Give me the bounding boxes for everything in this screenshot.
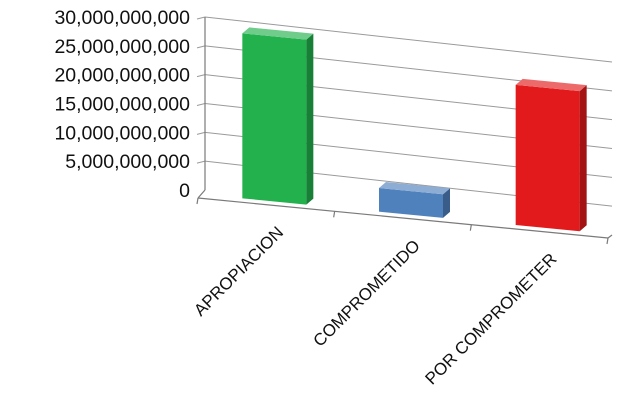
bar-side-face xyxy=(579,85,587,232)
bar-front-face xyxy=(379,188,443,218)
x-category-label: COMPROMETIDO xyxy=(310,236,424,350)
floor-right-edge xyxy=(607,234,613,239)
y-tick-label: 10,000,000,000 xyxy=(54,122,190,144)
gridline-stub xyxy=(196,74,206,78)
bar-top-face xyxy=(242,27,314,40)
x-tick-mark xyxy=(469,224,472,231)
bar-side-face xyxy=(443,188,450,218)
x-axis-line xyxy=(197,197,609,239)
bar-front-face xyxy=(242,33,307,205)
axes xyxy=(196,17,613,245)
bar-por-comprometer xyxy=(515,78,587,232)
bar-front-face xyxy=(515,84,580,232)
x-category-label: APROPIACION xyxy=(190,223,287,320)
x-tick-mark xyxy=(333,211,336,218)
y-tick-label: 30,000,000,000 xyxy=(54,7,190,29)
x-tick-mark xyxy=(606,237,609,245)
gridline-stub xyxy=(196,16,206,20)
x-category-label: POR COMPROMETER xyxy=(422,250,561,389)
gridline-stub xyxy=(196,160,206,164)
gridline-stub xyxy=(196,103,206,106)
gridline-stub xyxy=(196,131,206,135)
gridline-stub xyxy=(196,45,206,49)
gridline xyxy=(204,16,613,63)
bars xyxy=(242,27,587,232)
y-tick-label: 25,000,000,000 xyxy=(54,36,190,58)
bar-top-face xyxy=(515,78,587,92)
y-tick-label: 0 xyxy=(179,180,190,202)
y-tick-label: 15,000,000,000 xyxy=(54,94,190,116)
x-tick-mark xyxy=(196,197,199,205)
y-axis-tick-labels: 0 5,000,000,000 10,000,000,000 15,000,000,0… xyxy=(54,7,190,202)
bar-apropiacion xyxy=(242,27,314,205)
y-tick-label: 5,000,000,000 xyxy=(65,151,190,173)
bar-top-face xyxy=(379,182,450,195)
bar-side-face xyxy=(306,33,314,205)
bar-comprometido xyxy=(379,182,450,218)
floor-left-edge xyxy=(197,189,206,199)
y-tick-label: 20,000,000,000 xyxy=(54,65,190,87)
